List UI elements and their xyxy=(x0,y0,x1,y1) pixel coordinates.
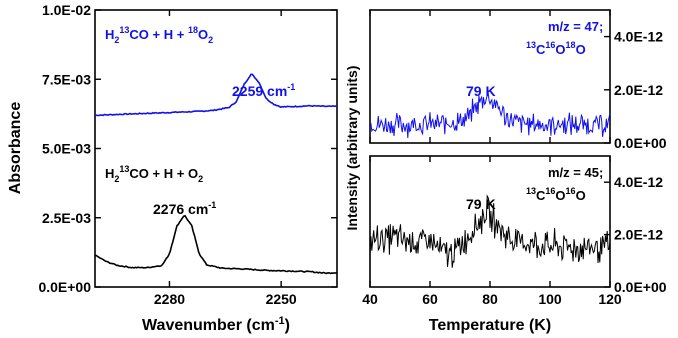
y-tick-label: 2.0E-12 xyxy=(614,227,663,243)
x-tick-label: 80 xyxy=(482,291,498,307)
annotation-mz45: m/z = 45; xyxy=(548,165,603,180)
right-y-axis-label: Intensity (arbitrary units) xyxy=(344,66,360,231)
x-tick-label: 100 xyxy=(538,291,562,307)
y-tick-label: 7.5E-03 xyxy=(42,71,91,87)
series-line-0 xyxy=(369,194,611,268)
y-tick-label: 2.5E-03 xyxy=(42,210,91,226)
right-top-panel: 0.0E+00 2.0E-12 4.0E-12 m/z = 47; 13C16O18… xyxy=(369,9,667,151)
annotation-blue-reaction: H213CO + H + 18O2 xyxy=(105,25,213,45)
left-x-ticks: 2280 2250 xyxy=(154,10,297,307)
annotation-black-reaction: H213CO + H + O2 xyxy=(105,164,203,184)
right-bottom-panel: 0.0E+00 2.0E-12 4.0E-12 40 60 80 100 120 m/z =… xyxy=(362,155,667,334)
y-tick-label: 2.0E-12 xyxy=(614,82,663,98)
left-y-ticks: 0.0E+00 2.5E-03 5.0E-03 7.5E-03 1.0E-02 xyxy=(38,2,337,295)
y-tick-label: 5.0E-03 xyxy=(42,141,91,157)
right-top-y-ticks: 0.0E+00 2.0E-12 4.0E-12 xyxy=(604,29,667,151)
annotation-79k-bottom: 79 K xyxy=(466,196,496,212)
right-top-series-layer xyxy=(369,91,611,139)
x-tick-label: 60 xyxy=(422,291,438,307)
y-tick-label: 4.0E-12 xyxy=(614,29,663,45)
right-bottom-y-ticks: 0.0E+00 2.0E-12 4.0E-12 xyxy=(604,174,667,295)
y-tick-label: 0.0E+00 xyxy=(38,279,91,295)
right-top-x-ticks xyxy=(369,10,611,143)
right-bottom-series-layer xyxy=(369,194,611,268)
annotation-mz47: m/z = 47; xyxy=(548,19,603,34)
x-tick-label: 2250 xyxy=(266,291,297,307)
left-plot-frame xyxy=(94,9,338,288)
annotation-blue-peak: 2259 cm-1 xyxy=(232,82,295,99)
y-tick-label: 1.0E-02 xyxy=(42,2,91,18)
x-tick-label: 120 xyxy=(598,291,622,307)
left-series-layer xyxy=(94,73,338,275)
annotation-13c16o16o: 13C16O16O xyxy=(526,186,586,203)
series-line-0 xyxy=(94,73,338,117)
y-tick-label: 4.0E-12 xyxy=(614,174,663,190)
right-bottom-x-ticks: 40 60 80 100 120 xyxy=(362,156,622,307)
annotation-black-peak: 2276 cm-1 xyxy=(153,200,216,217)
series-line-0 xyxy=(369,91,611,139)
left-x-axis-label: Wavenumber (cm-1) xyxy=(142,315,290,334)
y-tick-label: 0.0E+00 xyxy=(614,279,667,295)
y-tick-label: 0.0E+00 xyxy=(614,135,667,151)
annotation-79k-top: 79 K xyxy=(466,83,496,99)
series-line-1 xyxy=(94,214,338,275)
left-panel: 0.0E+00 2.5E-03 5.0E-03 7.5E-03 1.0E-02 2280… xyxy=(7,2,338,334)
right-x-axis-label: Temperature (K) xyxy=(429,317,551,334)
left-y-axis-label: Absorbance xyxy=(7,102,24,195)
x-tick-label: 40 xyxy=(362,291,378,307)
annotation-13c16o18o: 13C16O18O xyxy=(526,40,586,57)
x-tick-label: 2280 xyxy=(154,291,185,307)
